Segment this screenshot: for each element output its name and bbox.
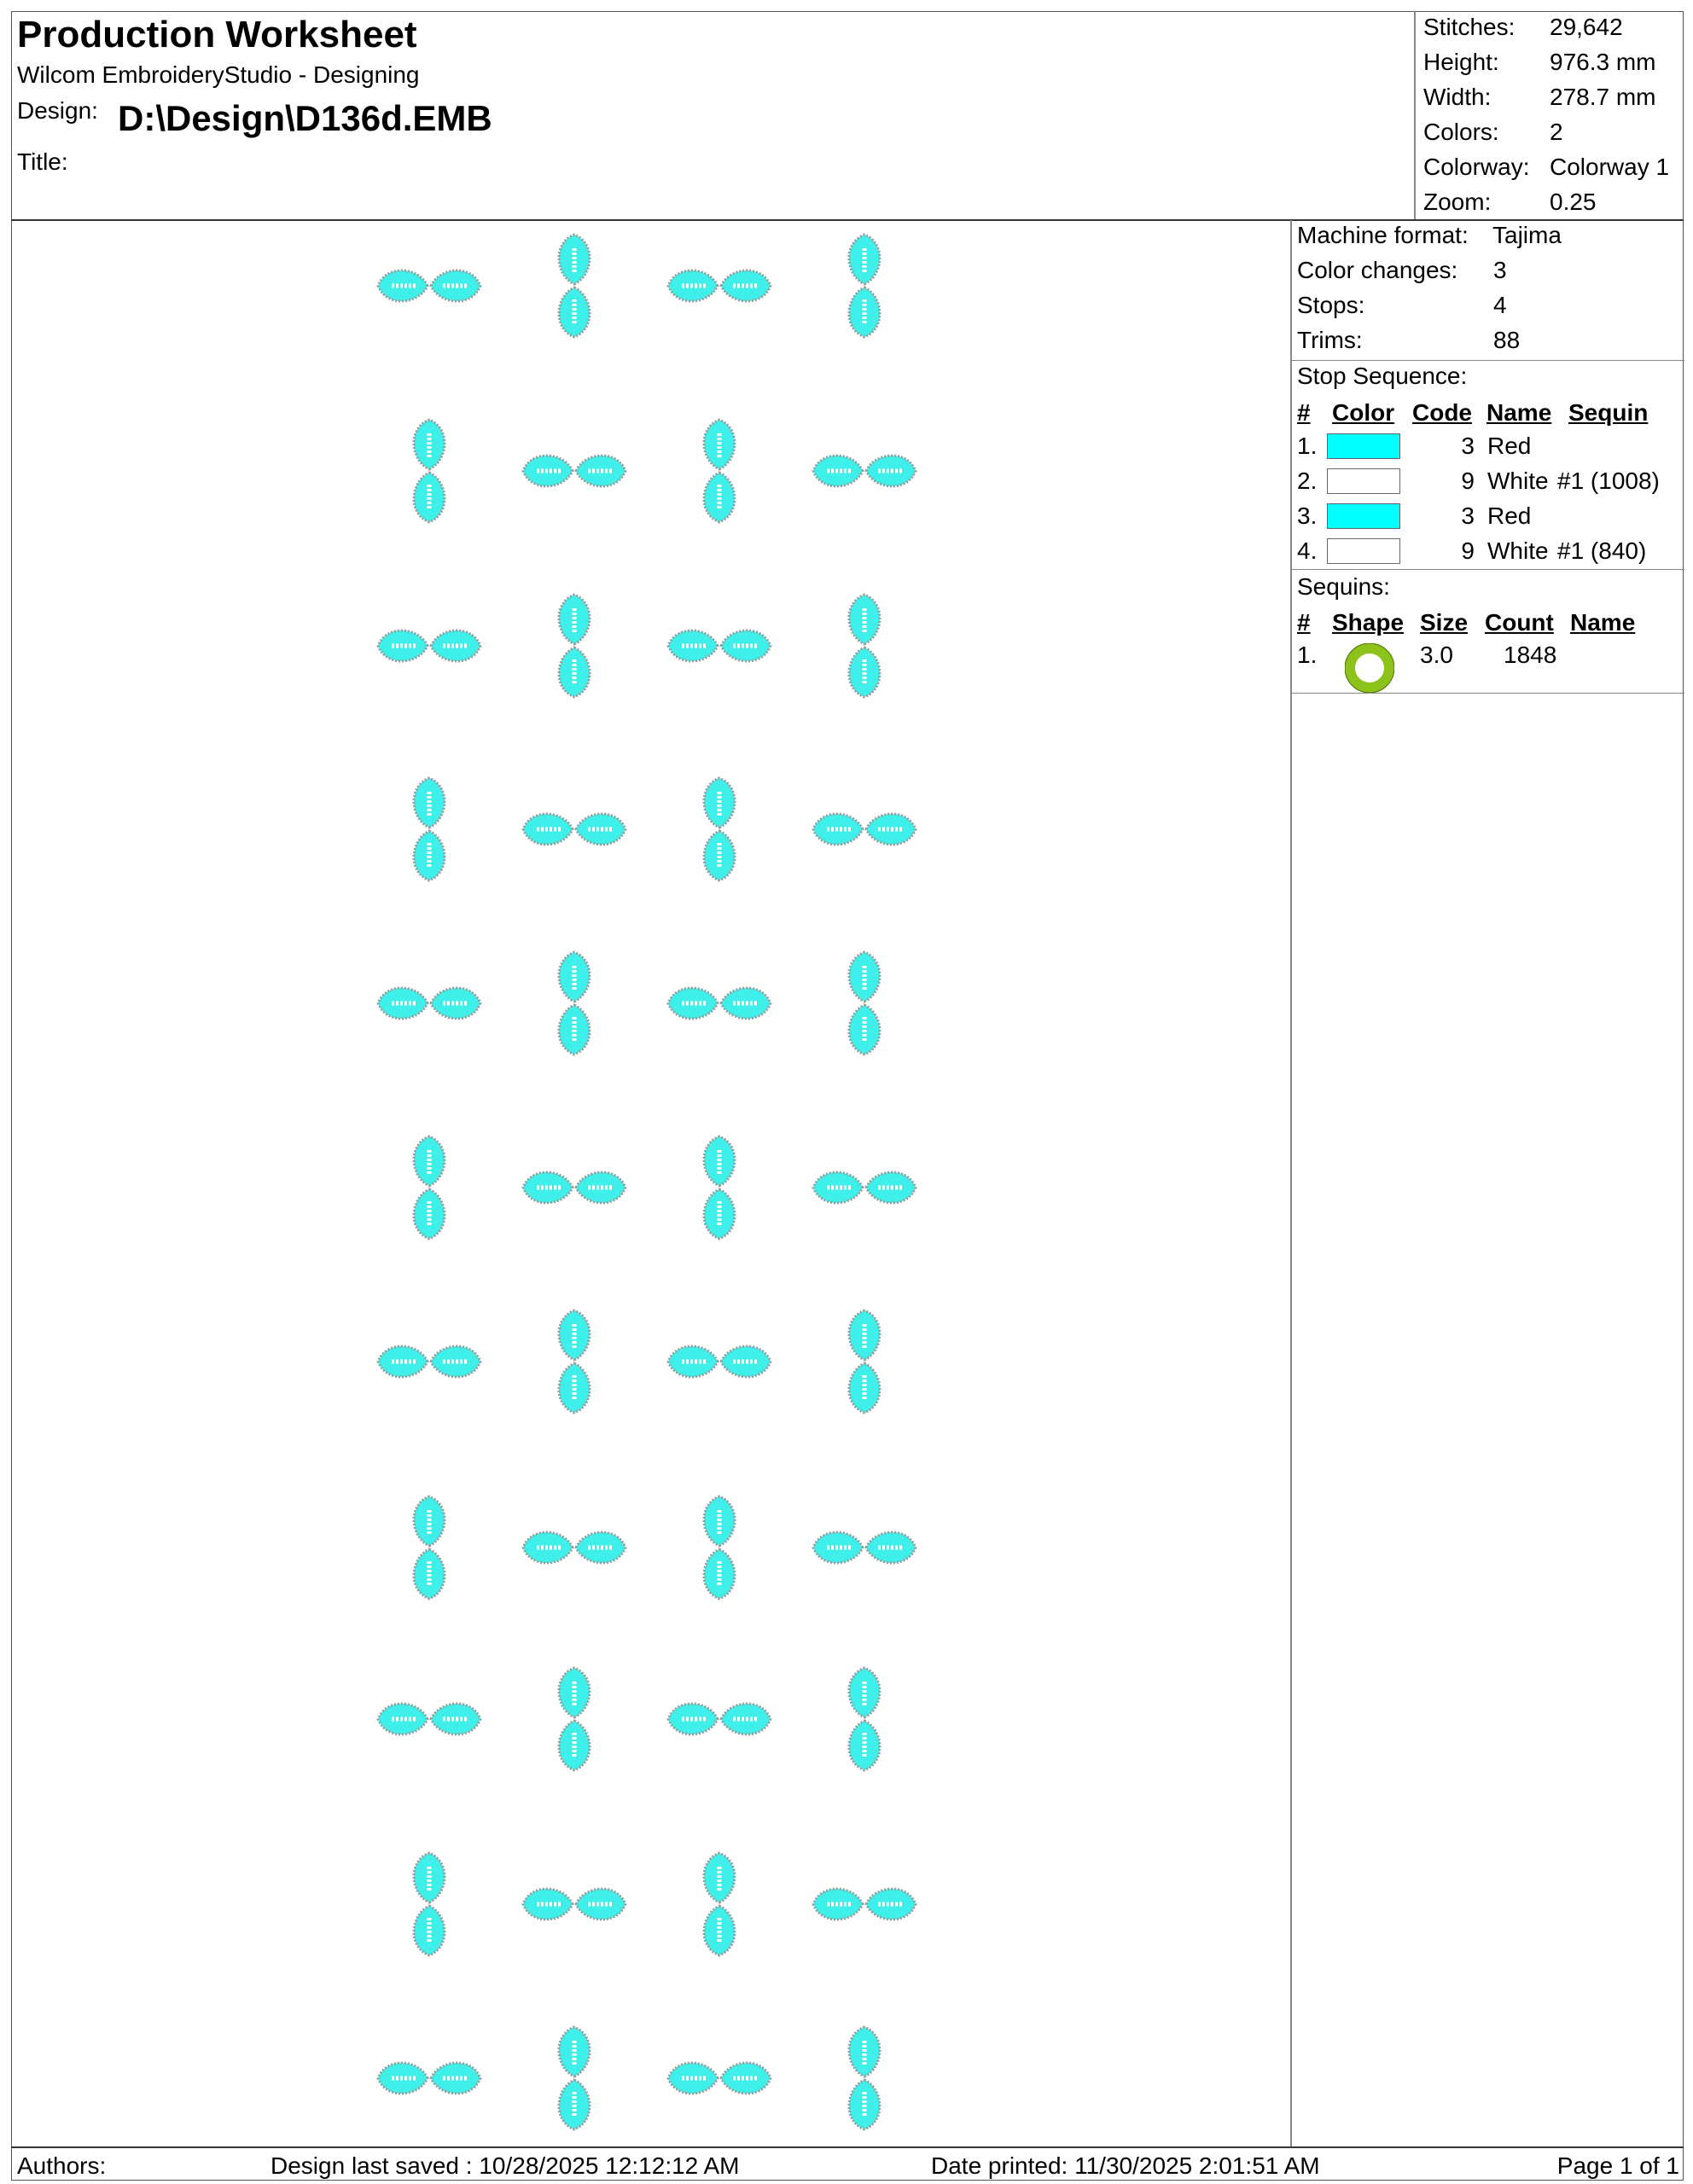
worksheet-title: Production Worksheet: [17, 14, 417, 55]
column-header: Color: [1332, 399, 1395, 426]
footer-page: Page 1 of 1: [1556, 2152, 1679, 2179]
color-name: Red: [1487, 433, 1532, 459]
stat-value: 2: [1550, 119, 1563, 145]
column-header: #: [1297, 609, 1311, 636]
color-name: White: [1487, 468, 1549, 494]
footer-rule: [11, 2146, 1684, 2148]
machine-label: Stops:: [1297, 292, 1365, 318]
stat-value: 0.25: [1550, 189, 1597, 215]
color-swatch: [1327, 503, 1400, 529]
machine-label: Machine format:: [1297, 222, 1469, 248]
color-name: White: [1487, 537, 1549, 564]
stat-label: Stitches:: [1423, 14, 1516, 40]
color-code: 9: [1461, 468, 1475, 494]
color-swatch: [1327, 538, 1400, 564]
machine-label: Color changes:: [1297, 257, 1458, 283]
machine-value: 88: [1493, 327, 1521, 353]
column-header: Count: [1485, 609, 1554, 636]
ring-icon: [1344, 642, 1395, 694]
column-header: Code: [1412, 399, 1472, 426]
row-number: 1.: [1297, 433, 1318, 459]
sequin-ref: #1 (1008): [1557, 468, 1660, 494]
divider: [1290, 360, 1684, 361]
title-label: Title:: [17, 148, 68, 175]
color-code: 9: [1461, 537, 1475, 564]
side-panel-divider: [1290, 220, 1292, 2147]
footer-authors: Authors:: [17, 2152, 107, 2179]
stat-label: Height:: [1423, 49, 1499, 75]
header-divider: [1414, 11, 1416, 220]
stop-sequence-title: Stop Sequence:: [1297, 363, 1468, 389]
column-header: Sequin: [1568, 399, 1649, 426]
stat-value: Colorway 1: [1550, 154, 1670, 180]
divider: [1290, 569, 1684, 570]
column-header: Name: [1486, 399, 1552, 426]
footer-last-saved: Design last saved : 10/28/2025 12:12:12 …: [271, 2152, 740, 2179]
app-name: Wilcom EmbroideryStudio - Designing: [17, 61, 420, 88]
machine-value: Tajima: [1492, 222, 1562, 248]
stat-value: 29,642: [1550, 14, 1623, 40]
stat-label: Colors:: [1423, 119, 1499, 145]
machine-value: 3: [1493, 257, 1507, 283]
sequin-ref: #1 (840): [1557, 537, 1647, 564]
color-swatch: [1327, 433, 1400, 459]
stat-label: Width:: [1423, 84, 1492, 110]
color-swatch: [1327, 468, 1400, 494]
color-code: 3: [1461, 502, 1475, 529]
row-number: 2.: [1297, 468, 1318, 494]
footer-date-printed: Date printed: 11/30/2025 2:01:51 AM: [931, 2152, 1320, 2179]
stat-value: 976.3 mm: [1550, 49, 1656, 75]
stat-label: Zoom:: [1423, 189, 1492, 215]
worksheet-frame: [11, 11, 1684, 2181]
design-label: Design:: [17, 97, 98, 124]
divider: [1290, 693, 1684, 694]
row-number: 1.: [1297, 642, 1318, 668]
column-header: #: [1297, 399, 1311, 426]
sequin-size: 3.0: [1420, 642, 1453, 668]
column-header: Name: [1570, 609, 1636, 636]
color-code: 3: [1461, 433, 1475, 459]
sequins-title: Sequins:: [1297, 573, 1390, 600]
color-name: Red: [1487, 502, 1532, 529]
stat-value: 278.7 mm: [1550, 84, 1656, 110]
design-path: D:\Design\D136d.EMB: [118, 98, 492, 138]
column-header: Size: [1420, 609, 1469, 636]
column-header: Shape: [1332, 609, 1405, 636]
sequin-count: 1848: [1504, 642, 1557, 668]
machine-value: 4: [1493, 292, 1507, 318]
header-rule: [11, 219, 1684, 221]
machine-label: Trims:: [1297, 327, 1363, 353]
row-number: 4.: [1297, 537, 1318, 564]
stat-label: Colorway:: [1423, 154, 1530, 180]
row-number: 3.: [1297, 502, 1318, 529]
